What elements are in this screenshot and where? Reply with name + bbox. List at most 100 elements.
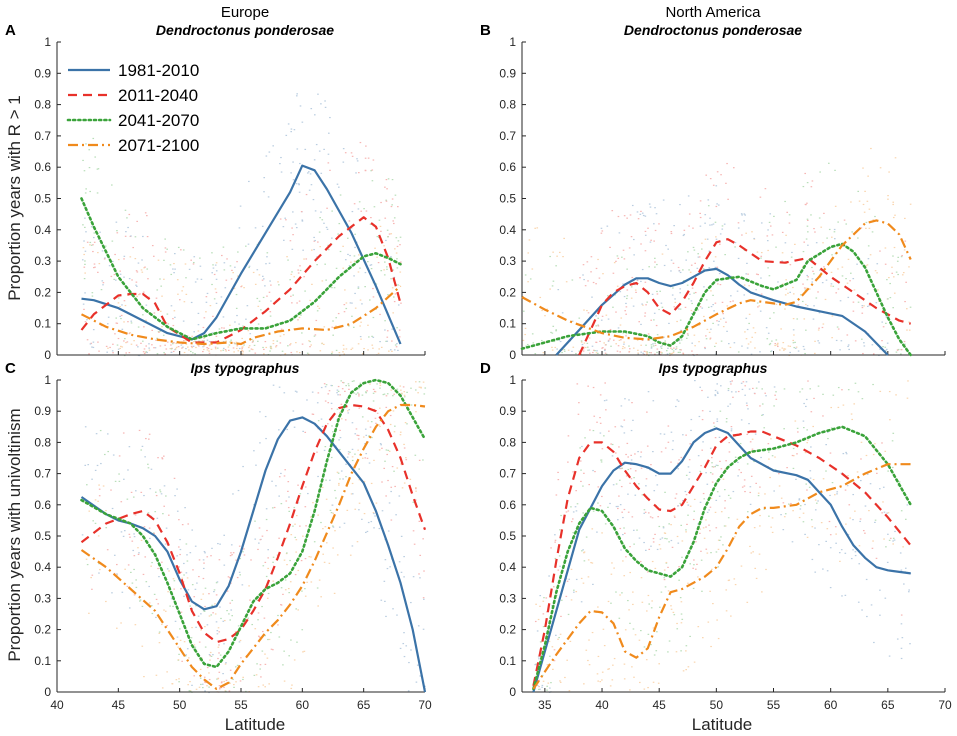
scatter-point bbox=[94, 156, 97, 158]
scatter-point bbox=[125, 231, 127, 233]
scatter-point bbox=[351, 422, 354, 424]
scatter-point bbox=[283, 392, 286, 394]
scatter-point bbox=[230, 609, 233, 611]
scatter-point bbox=[150, 468, 153, 470]
scatter-point bbox=[344, 152, 347, 154]
scatter-point bbox=[124, 304, 127, 307]
scatter-point bbox=[623, 432, 626, 434]
scatter-point bbox=[618, 467, 621, 470]
scatter-point bbox=[321, 486, 324, 489]
scatter-point bbox=[379, 313, 381, 316]
scatter-point bbox=[189, 690, 192, 692]
scatter-point bbox=[295, 551, 297, 553]
scatter-point bbox=[617, 345, 620, 347]
scatter-point bbox=[615, 311, 617, 313]
scatter-point bbox=[199, 668, 202, 671]
scatter-point bbox=[610, 602, 612, 604]
scatter-point bbox=[225, 350, 227, 352]
scatter-point bbox=[766, 338, 769, 340]
scatter-point bbox=[337, 233, 339, 235]
scatter-point bbox=[390, 256, 392, 258]
scatter-point bbox=[610, 443, 612, 445]
scatter-point bbox=[595, 325, 597, 327]
scatter-point bbox=[901, 637, 904, 639]
scatter-point bbox=[200, 613, 202, 615]
scatter-point bbox=[386, 567, 389, 570]
scatter-point bbox=[672, 287, 674, 289]
scatter-point bbox=[693, 559, 695, 561]
scatter-point bbox=[666, 538, 668, 540]
scatter-point bbox=[357, 388, 360, 390]
scatter-point bbox=[393, 300, 396, 303]
scatter-point bbox=[305, 193, 308, 196]
scatter-point bbox=[398, 329, 401, 331]
scatter-point bbox=[365, 531, 367, 534]
scatter-point bbox=[852, 277, 855, 280]
scatter-point bbox=[272, 580, 275, 582]
scatter-point bbox=[817, 291, 819, 293]
scatter-point bbox=[230, 339, 232, 341]
scatter-point bbox=[359, 335, 362, 338]
scatter-point bbox=[90, 244, 93, 246]
scatter-point bbox=[121, 328, 124, 330]
scatter-point bbox=[215, 270, 218, 272]
scatter-point bbox=[363, 208, 365, 210]
scatter-point bbox=[399, 431, 402, 433]
scatter-point bbox=[367, 157, 370, 159]
scatter-point bbox=[284, 353, 287, 355]
scatter-point bbox=[663, 336, 665, 338]
scatter-point bbox=[96, 168, 99, 170]
scatter-point bbox=[314, 334, 317, 336]
scatter-point bbox=[157, 259, 160, 261]
scatter-point bbox=[602, 347, 604, 349]
x-tick-label: 45 bbox=[653, 698, 667, 712]
scatter-point bbox=[865, 221, 868, 224]
scatter-point bbox=[217, 542, 219, 545]
scatter-point bbox=[218, 688, 221, 690]
scatter-point bbox=[137, 326, 140, 328]
scatter-point bbox=[902, 272, 905, 274]
scatter-point bbox=[775, 339, 778, 341]
scatter-point bbox=[306, 399, 308, 401]
scatter-point bbox=[350, 152, 353, 154]
scatter-point bbox=[805, 287, 807, 289]
scatter-point bbox=[817, 340, 819, 342]
scatter-point bbox=[335, 267, 338, 269]
scatter-point bbox=[351, 347, 354, 349]
scatter-point bbox=[881, 321, 884, 323]
scatter-point bbox=[311, 413, 314, 415]
scatter-point bbox=[211, 283, 213, 286]
scatter-point bbox=[203, 340, 205, 342]
scatter-point bbox=[670, 230, 673, 233]
scatter-point bbox=[374, 391, 377, 393]
scatter-point bbox=[360, 321, 362, 323]
scatter-point bbox=[318, 307, 321, 309]
scatter-point bbox=[228, 613, 230, 615]
scatter-point bbox=[392, 269, 395, 271]
scatter-point bbox=[91, 588, 93, 590]
scatter-point bbox=[123, 354, 126, 357]
scatter-point bbox=[247, 243, 250, 245]
scatter-point bbox=[551, 349, 554, 351]
panel-c-species-title: Ips typographus bbox=[191, 360, 300, 376]
scatter-point bbox=[179, 538, 181, 541]
scatter-point bbox=[248, 350, 251, 352]
scatter-point bbox=[239, 574, 241, 576]
scatter-point bbox=[254, 538, 257, 540]
scatter-point bbox=[694, 262, 696, 264]
scatter-point bbox=[701, 590, 703, 592]
scatter-point bbox=[562, 255, 564, 258]
scatter-point bbox=[813, 227, 815, 230]
scatter-point bbox=[223, 564, 226, 566]
scatter-point bbox=[715, 342, 717, 344]
scatter-point bbox=[90, 342, 93, 344]
scatter-point bbox=[688, 213, 691, 215]
scatter-point bbox=[321, 219, 324, 221]
scatter-point bbox=[792, 329, 795, 331]
scatter-point bbox=[615, 343, 617, 345]
scatter-point bbox=[652, 537, 655, 540]
scatter-point bbox=[599, 416, 601, 419]
scatter-point bbox=[613, 262, 616, 264]
scatter-point bbox=[170, 305, 173, 307]
scatter-point bbox=[804, 503, 806, 506]
